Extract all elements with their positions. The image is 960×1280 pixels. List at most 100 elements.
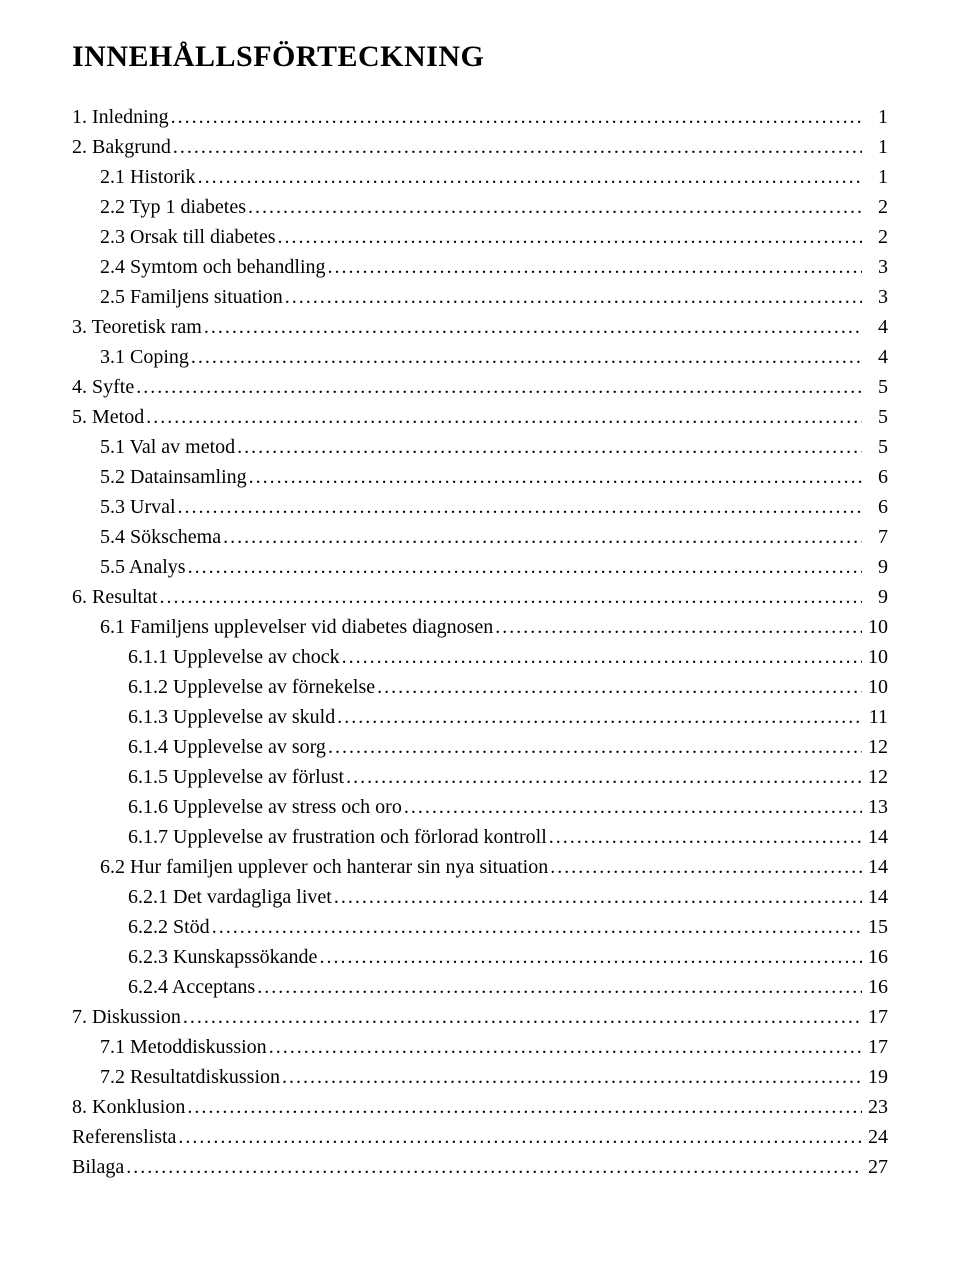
toc-entry-page: 10 — [864, 672, 888, 702]
toc-entry-label: 7.2 Resultatdiskussion — [100, 1062, 280, 1092]
toc-entry: 2.3 Orsak till diabetes 2 — [72, 222, 888, 252]
toc-dot-leader — [269, 1032, 862, 1062]
toc-dot-leader — [126, 1152, 862, 1182]
toc-entry-label: 5.4 Sökschema — [100, 522, 221, 552]
toc-entry-label: 4. Syfte — [72, 372, 134, 402]
toc-dot-leader — [178, 1122, 862, 1152]
toc-entry-label: Bilaga — [72, 1152, 124, 1182]
toc-entry-label: 6.1.2 Upplevelse av förnekelse — [128, 672, 375, 702]
toc-dot-leader — [160, 582, 862, 612]
toc-entry: 6.1.3 Upplevelse av skuld11 — [72, 702, 888, 732]
toc-entry-label: 2.3 Orsak till diabetes — [100, 222, 276, 252]
toc-entry-page: 12 — [864, 762, 888, 792]
toc-entry-page: 5 — [864, 372, 888, 402]
toc-entry-page: 12 — [864, 732, 888, 762]
toc-entry: 2.4 Symtom och behandling3 — [72, 252, 888, 282]
toc-entry-page: 10 — [864, 612, 888, 642]
toc-entry-page: 14 — [864, 822, 888, 852]
toc-dot-leader — [342, 642, 862, 672]
toc-entry-page: 6 — [864, 492, 888, 522]
toc-entry-label: 2. Bakgrund — [72, 132, 171, 162]
toc-dot-leader — [278, 222, 862, 252]
toc-dot-leader — [328, 732, 862, 762]
toc-dot-leader — [285, 282, 862, 312]
toc-entry: 1. Inledning 1 — [72, 102, 888, 132]
toc-entry: 8. Konklusion23 — [72, 1092, 888, 1122]
toc-entry: 6. Resultat9 — [72, 582, 888, 612]
toc-entry-page: 1 — [864, 132, 888, 162]
toc-entry: 5. Metod 5 — [72, 402, 888, 432]
toc-entry: 5.3 Urval 6 — [72, 492, 888, 522]
toc-entry: 7.1 Metoddiskussion17 — [72, 1032, 888, 1062]
toc-entry-label: 2.4 Symtom och behandling — [100, 252, 326, 282]
toc-entry-page: 7 — [864, 522, 888, 552]
toc-entry-label: 8. Konklusion — [72, 1092, 185, 1122]
toc-entry: 6.2.4 Acceptans16 — [72, 972, 888, 1002]
toc-dot-leader — [146, 402, 862, 432]
toc-entry-page: 1 — [864, 102, 888, 132]
toc-entry-label: 2.2 Typ 1 diabetes — [100, 192, 246, 222]
toc-entry-page: 16 — [864, 972, 888, 1002]
toc-entry-page: 15 — [864, 912, 888, 942]
toc-entry: 6.1.1 Upplevelse av chock 10 — [72, 642, 888, 672]
toc-entry-label: 5.5 Analys — [100, 552, 186, 582]
toc-entry: Referenslista24 — [72, 1122, 888, 1152]
toc-entry: 6.2.2 Stöd 15 — [72, 912, 888, 942]
toc-entry: 2.1 Historik1 — [72, 162, 888, 192]
toc-dot-leader — [237, 432, 862, 462]
toc-entry-page: 5 — [864, 402, 888, 432]
toc-entry: 6.1.5 Upplevelse av förlust12 — [72, 762, 888, 792]
toc-entry: 6.1 Familjens upplevelser vid diabetes d… — [72, 612, 888, 642]
toc-entry-label: 6.2.2 Stöd — [128, 912, 210, 942]
toc-entry-label: 5.3 Urval — [100, 492, 176, 522]
toc-entry: 6.1.2 Upplevelse av förnekelse 10 — [72, 672, 888, 702]
toc-entry: 5.5 Analys 9 — [72, 552, 888, 582]
toc-entry: 5.4 Sökschema 7 — [72, 522, 888, 552]
page-container: INNEHÅLLSFÖRTECKNING 1. Inledning 1 2. Bak… — [0, 0, 960, 1280]
toc-entry-page: 4 — [864, 312, 888, 342]
toc-entry-page: 10 — [864, 642, 888, 672]
toc-entry: 5.2 Datainsamling 6 — [72, 462, 888, 492]
toc-entry-page: 6 — [864, 462, 888, 492]
toc-dot-leader — [377, 672, 862, 702]
toc-entry-label: 7. Diskussion — [72, 1002, 181, 1032]
toc-dot-leader — [328, 252, 862, 282]
toc-entry-label: 5.2 Datainsamling — [100, 462, 247, 492]
toc-entry-label: 6.1.1 Upplevelse av chock — [128, 642, 340, 672]
toc-entry-page: 9 — [864, 552, 888, 582]
toc-dot-leader — [178, 492, 862, 522]
toc-entry-page: 2 — [864, 192, 888, 222]
toc-dot-leader — [282, 1062, 862, 1092]
toc-dot-leader — [319, 942, 862, 972]
toc-entry-page: 9 — [864, 582, 888, 612]
toc-dot-leader — [191, 342, 862, 372]
toc-dot-leader — [188, 552, 862, 582]
toc-entry-page: 16 — [864, 942, 888, 972]
toc-entry-label: 5.1 Val av metod — [100, 432, 235, 462]
toc-dot-leader — [404, 792, 862, 822]
toc-entry-label: Referenslista — [72, 1122, 176, 1152]
toc-dot-leader — [223, 522, 862, 552]
toc-dot-leader — [257, 972, 862, 1002]
toc-entry-label: 2.1 Historik — [100, 162, 196, 192]
toc-entry: 6.2.1 Det vardagliga livet14 — [72, 882, 888, 912]
toc-dot-leader — [495, 612, 862, 642]
toc-dot-leader — [212, 912, 862, 942]
toc-entry-page: 14 — [864, 852, 888, 882]
toc-dot-leader — [346, 762, 862, 792]
toc-entry-label: 1. Inledning — [72, 102, 169, 132]
toc-entry-page: 2 — [864, 222, 888, 252]
toc-entry-label: 3.1 Coping — [100, 342, 189, 372]
toc-entry-label: 6.1.4 Upplevelse av sorg — [128, 732, 326, 762]
toc-dot-leader — [183, 1002, 862, 1032]
toc-entry: 5.1 Val av metod5 — [72, 432, 888, 462]
toc-entry: 2.2 Typ 1 diabetes 2 — [72, 192, 888, 222]
page-title: INNEHÅLLSFÖRTECKNING — [72, 40, 888, 74]
toc-entry: 7. Diskussion17 — [72, 1002, 888, 1032]
toc-dot-leader — [204, 312, 862, 342]
toc-entry-label: 6.2 Hur familjen upplever och hanterar s… — [100, 852, 548, 882]
toc-entry: 7.2 Resultatdiskussion19 — [72, 1062, 888, 1092]
toc-entry: 4. Syfte 5 — [72, 372, 888, 402]
toc-entry-label: 7.1 Metoddiskussion — [100, 1032, 267, 1062]
toc-entry-label: 5. Metod — [72, 402, 144, 432]
